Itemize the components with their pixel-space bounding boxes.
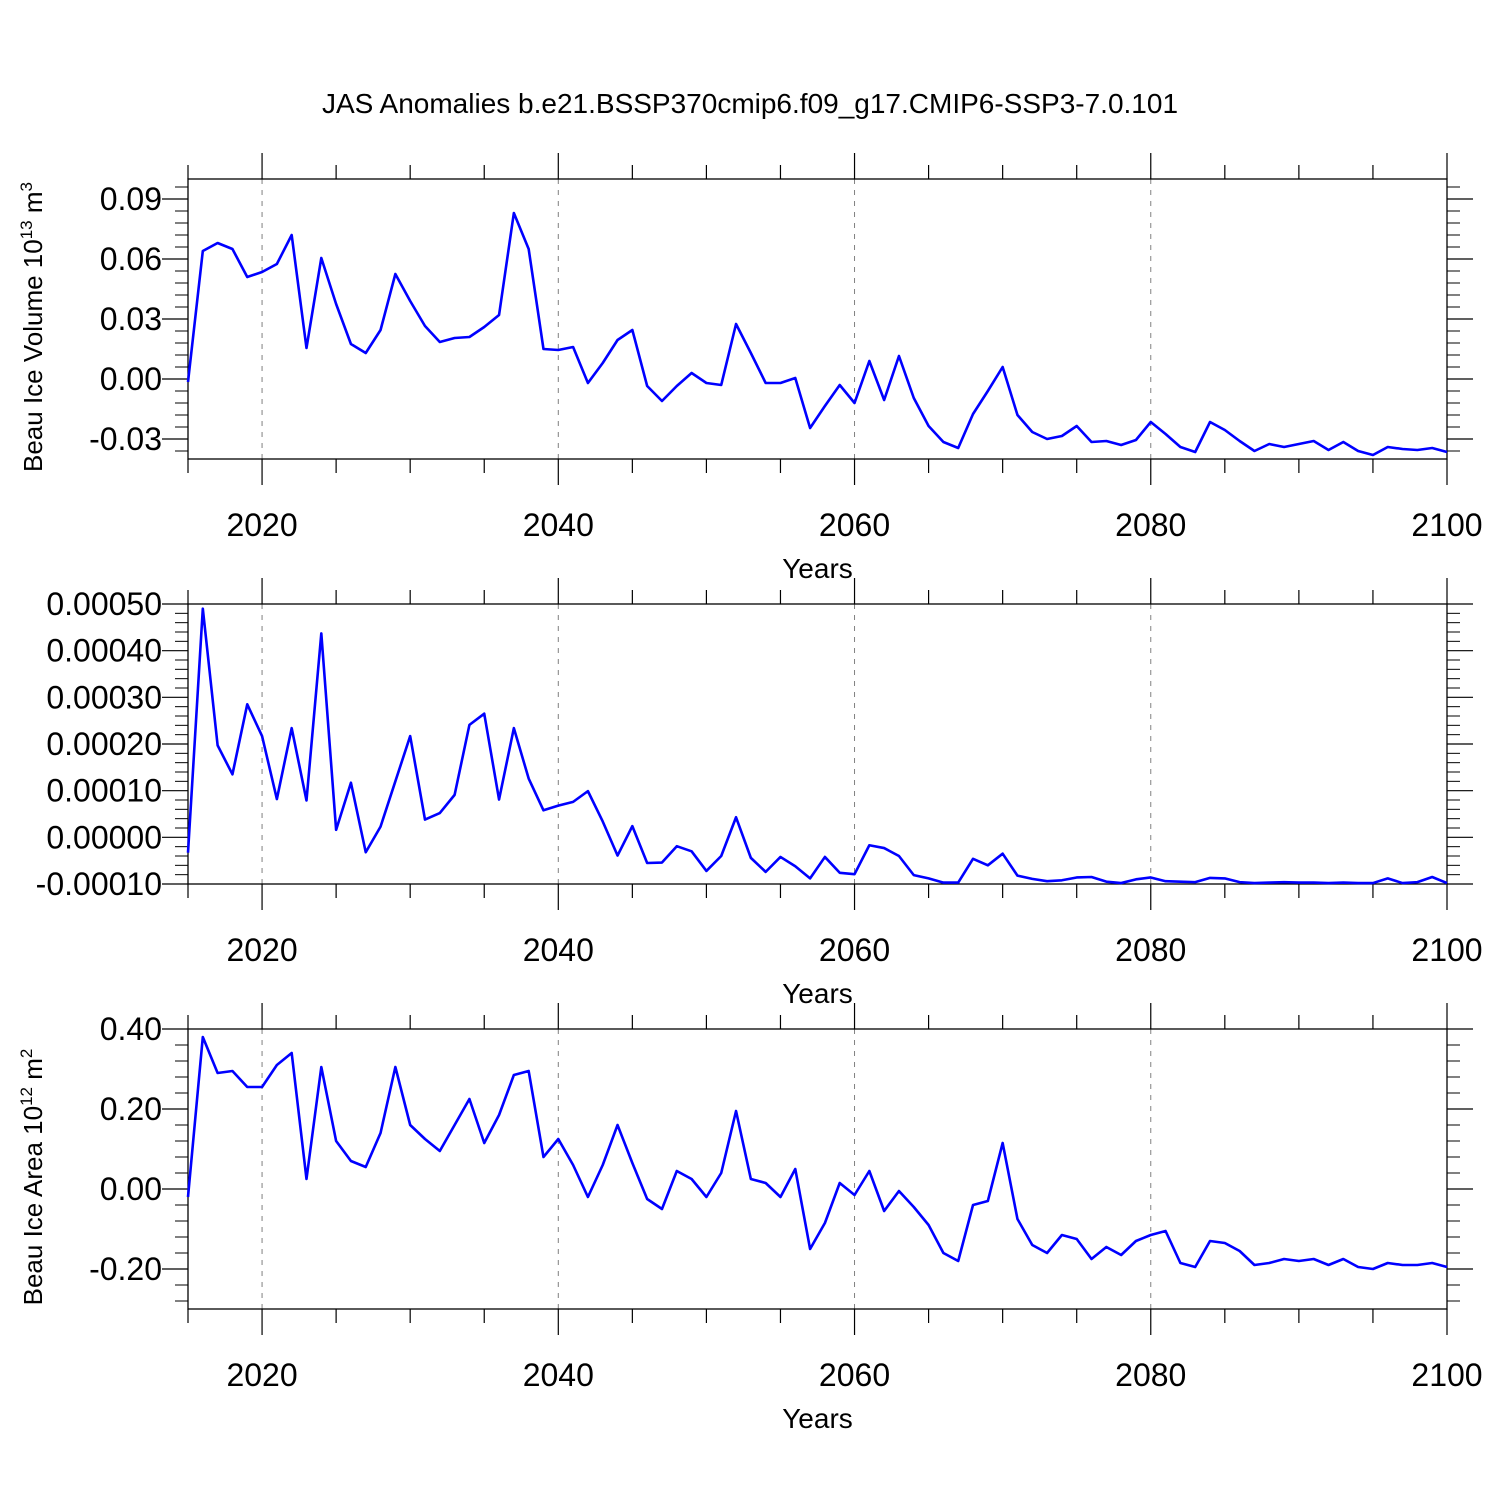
x-axis-label: Years: [782, 978, 853, 1009]
series-line-thickness: [186, 607, 1448, 885]
panel-ice-volume: 2020 2040 2060 2080 2100 Years -0.03 0.00 0.03 0.…: [17, 153, 1483, 584]
x-tick-label: 2060: [819, 932, 890, 968]
y-tick-label: 0.00000: [46, 819, 162, 855]
x-tick-label: 2060: [819, 507, 890, 543]
x-tick-label: 2040: [523, 932, 594, 968]
y-tick-label: 0.00: [100, 1171, 162, 1207]
y-tick-label: 0.00040: [46, 633, 162, 669]
series-line-area: [186, 1035, 1448, 1271]
y-tick-label: 0.40: [100, 1011, 162, 1047]
x-tick-label: 2100: [1411, 932, 1482, 968]
panel-ice-thickness: 2020 2040 2060 2080 2100 Years -0.00010 0.00000…: [36, 578, 1483, 1009]
x-axis-label: Years: [782, 1403, 853, 1434]
y-tick-label: -0.03: [89, 421, 162, 457]
x-tick-label: 2040: [523, 507, 594, 543]
series-line-volume: [186, 211, 1448, 457]
panel-ice-area: 2020 2040 2060 2080 2100 Years -0.20 0.00 0.20 0.…: [17, 1003, 1483, 1434]
y-tick-label: 0.00010: [46, 773, 162, 809]
y-tick-label: 0.06: [100, 241, 162, 277]
x-tick-label: 2020: [226, 1357, 297, 1393]
y-axis-label: Beau Ice Volume 1013 m3: [17, 182, 48, 472]
y-tick-label: 0.00030: [46, 679, 162, 715]
x-tick-label: 2100: [1411, 507, 1482, 543]
x-tick-label: 2080: [1115, 507, 1186, 543]
y-tick-label: 0.00: [100, 361, 162, 397]
plot-frame: [187, 603, 1448, 885]
x-tick-label: 2080: [1115, 1357, 1186, 1393]
x-tick-label: 2020: [226, 932, 297, 968]
y-tick-label: 0.00020: [46, 726, 162, 762]
y-axis-label: Beau Ice Area 1012 m2: [17, 1049, 48, 1306]
x-tick-label: 2020: [226, 507, 297, 543]
x-tick-label: 2080: [1115, 932, 1186, 968]
x-tick-label: 2060: [819, 1357, 890, 1393]
y-tick-label: 0.00050: [46, 586, 162, 622]
x-tick-label: 2040: [523, 1357, 594, 1393]
y-tick-label: 0.09: [100, 181, 162, 217]
y-tick-label: 0.20: [100, 1091, 162, 1127]
y-tick-label: -0.00010: [36, 866, 162, 902]
figure-title: JAS Anomalies b.e21.BSSP370cmip6.f09_g17…: [321, 88, 1179, 119]
y-tick-label: 0.03: [100, 301, 162, 337]
x-tick-label: 2100: [1411, 1357, 1482, 1393]
plot-frame: [187, 1028, 1448, 1310]
x-axis-label: Years: [782, 553, 853, 584]
y-tick-label: -0.20: [89, 1251, 162, 1287]
